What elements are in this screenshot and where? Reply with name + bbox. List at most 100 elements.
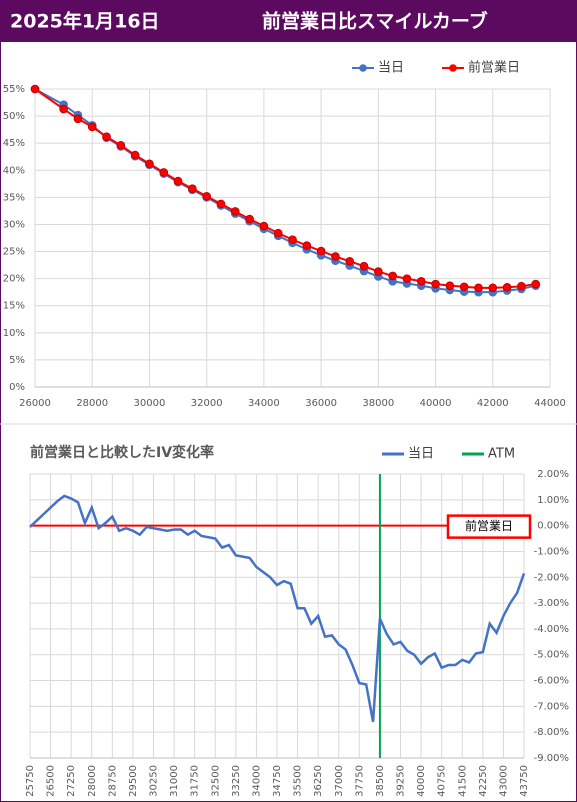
marker [302,241,312,250]
x-tick-label: 43000 [498,765,509,797]
x-tick-label: 40750 [437,765,448,797]
y-tick-label: 1.00% [537,495,569,506]
x-tick-label: 26500 [46,765,57,797]
legend-label: 当日 [408,447,434,462]
y-tick-label: -4.00% [534,624,569,635]
marker [288,235,297,244]
y-tick-label: 35% [3,192,25,203]
marker [331,252,340,261]
y-tick-label: 2.00% [537,469,569,480]
header-title: 前営業日比スマイルカーブ [262,10,488,33]
x-tick-label: 30250 [149,765,160,797]
x-tick-label: 41500 [457,765,468,797]
legend-marker [359,64,367,72]
header-bar [0,0,577,42]
x-tick-label: 34000 [251,765,262,797]
y-tick-label: 15% [3,301,25,312]
y-tick-label: 55% [3,84,25,95]
marker [345,256,355,266]
x-tick-label: 28000 [76,398,108,409]
y-tick-label: -2.00% [534,572,569,583]
x-tick-label: 29500 [128,765,139,797]
y-tick-label: 0% [9,382,25,393]
marker [273,228,283,238]
marker [431,279,440,289]
x-tick-label: 33250 [231,765,242,797]
marker [416,277,426,286]
marker [245,214,254,224]
y-tick-label: 25% [3,247,25,258]
x-tick-label: 42250 [478,765,489,797]
x-tick-label: 35500 [293,765,304,797]
marker [159,168,169,177]
marker [359,261,369,271]
header-date: 2025年1月16日 [10,10,160,33]
marker [230,207,240,216]
x-tick-label: 42000 [477,398,509,409]
y-tick-label: 10% [3,328,25,339]
marker [316,246,326,256]
x-tick-label: 28750 [107,765,118,797]
x-tick-label: 32500 [210,765,221,797]
x-tick-label: 34750 [272,765,283,797]
marker [59,104,68,114]
x-tick-label: 36250 [313,765,324,797]
marker [30,84,40,94]
chart-title: 前営業日と比較したIV変化率 [30,444,214,461]
marker [87,122,97,132]
marker [73,114,83,124]
legend-label: 前営業日 [468,60,520,76]
y-tick-label: -6.00% [534,676,569,687]
x-tick-label: 25750 [25,765,36,797]
y-tick-label: -8.00% [534,727,569,738]
x-tick-label: 43750 [519,765,530,797]
y-tick-label: 20% [3,274,25,285]
y-tick-label: -5.00% [534,650,569,661]
x-tick-label: 38000 [362,398,394,409]
marker [488,283,498,293]
legend-label: 当日 [378,61,404,76]
y-tick-label: 0.00% [537,521,569,532]
x-tick-label: 26000 [19,398,51,409]
y-tick-label: 5% [9,355,25,366]
marker [445,281,455,290]
x-tick-label: 40000 [420,398,452,409]
x-tick-label: 30000 [134,398,166,409]
marker [388,271,397,281]
x-tick-label: 36000 [305,398,337,409]
marker [202,191,211,201]
y-tick-label: 30% [3,219,25,230]
marker [216,199,226,209]
x-tick-label: 40000 [416,765,427,797]
x-tick-label: 28000 [87,765,98,797]
marker [102,132,111,141]
x-tick-label: 44000 [534,398,566,409]
y-tick-label: 50% [3,111,25,122]
y-tick-label: -1.00% [534,546,569,557]
legend-marker [449,64,457,72]
marker [188,184,197,193]
y-tick-label: -7.00% [534,701,569,712]
reference-label: 前営業日 [465,518,513,533]
marker [130,150,140,160]
marker [517,281,526,291]
y-tick-label: -9.00% [534,753,569,764]
x-tick-label: 31000 [169,765,180,797]
marker [374,267,383,276]
marker [474,283,483,293]
y-tick-label: 45% [3,138,25,149]
marker [145,159,154,169]
marker [116,141,126,150]
legend-label: ATM [488,447,515,462]
x-tick-label: 27250 [66,765,77,797]
x-tick-label: 34000 [248,398,280,409]
x-tick-label: 31750 [190,765,201,797]
x-tick-label: 32000 [191,398,223,409]
x-tick-label: 38500 [375,765,386,797]
marker [259,221,269,231]
x-tick-label: 37750 [354,765,365,797]
marker [402,274,412,283]
